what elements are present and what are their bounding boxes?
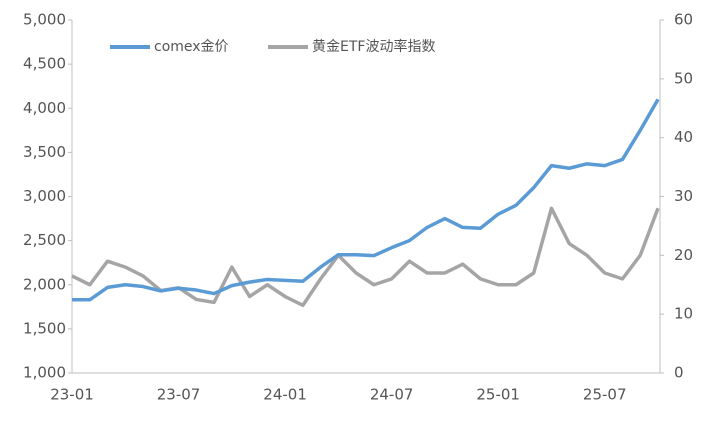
y-tick-label: 1,000 — [23, 364, 66, 382]
y2-tick-label: 10 — [674, 305, 693, 323]
legend-label: comex金价 — [154, 39, 229, 55]
y2-tick-label: 50 — [674, 69, 693, 87]
x-tick-label: 25-01 — [476, 386, 520, 404]
y2-tick-label: 30 — [674, 187, 693, 205]
y2-tick-label: 20 — [674, 246, 693, 264]
legend-label: 黄金ETF波动率指数 — [312, 38, 435, 55]
y-tick-label: 4,000 — [23, 99, 66, 117]
y2-tick-label: 0 — [674, 364, 684, 382]
y2-tick-label: 40 — [674, 128, 693, 146]
y2-tick-label: 60 — [674, 11, 693, 29]
x-tick-label: 25-07 — [583, 386, 627, 404]
y-tick-label: 1,500 — [23, 319, 66, 337]
y-tick-label: 3,000 — [23, 187, 66, 205]
y-tick-label: 2,000 — [23, 275, 66, 293]
series-line — [72, 98, 660, 302]
y-tick-label: 4,500 — [23, 55, 66, 73]
y-tick-label: 2,500 — [23, 231, 66, 249]
x-tick-label: 23-01 — [50, 386, 94, 404]
x-tick-label: 24-01 — [263, 386, 307, 404]
y-tick-label: 5,000 — [23, 11, 66, 29]
x-tick-label: 24-07 — [370, 386, 414, 404]
y-tick-label: 3,500 — [23, 143, 66, 161]
x-tick-label: 23-07 — [157, 386, 201, 404]
